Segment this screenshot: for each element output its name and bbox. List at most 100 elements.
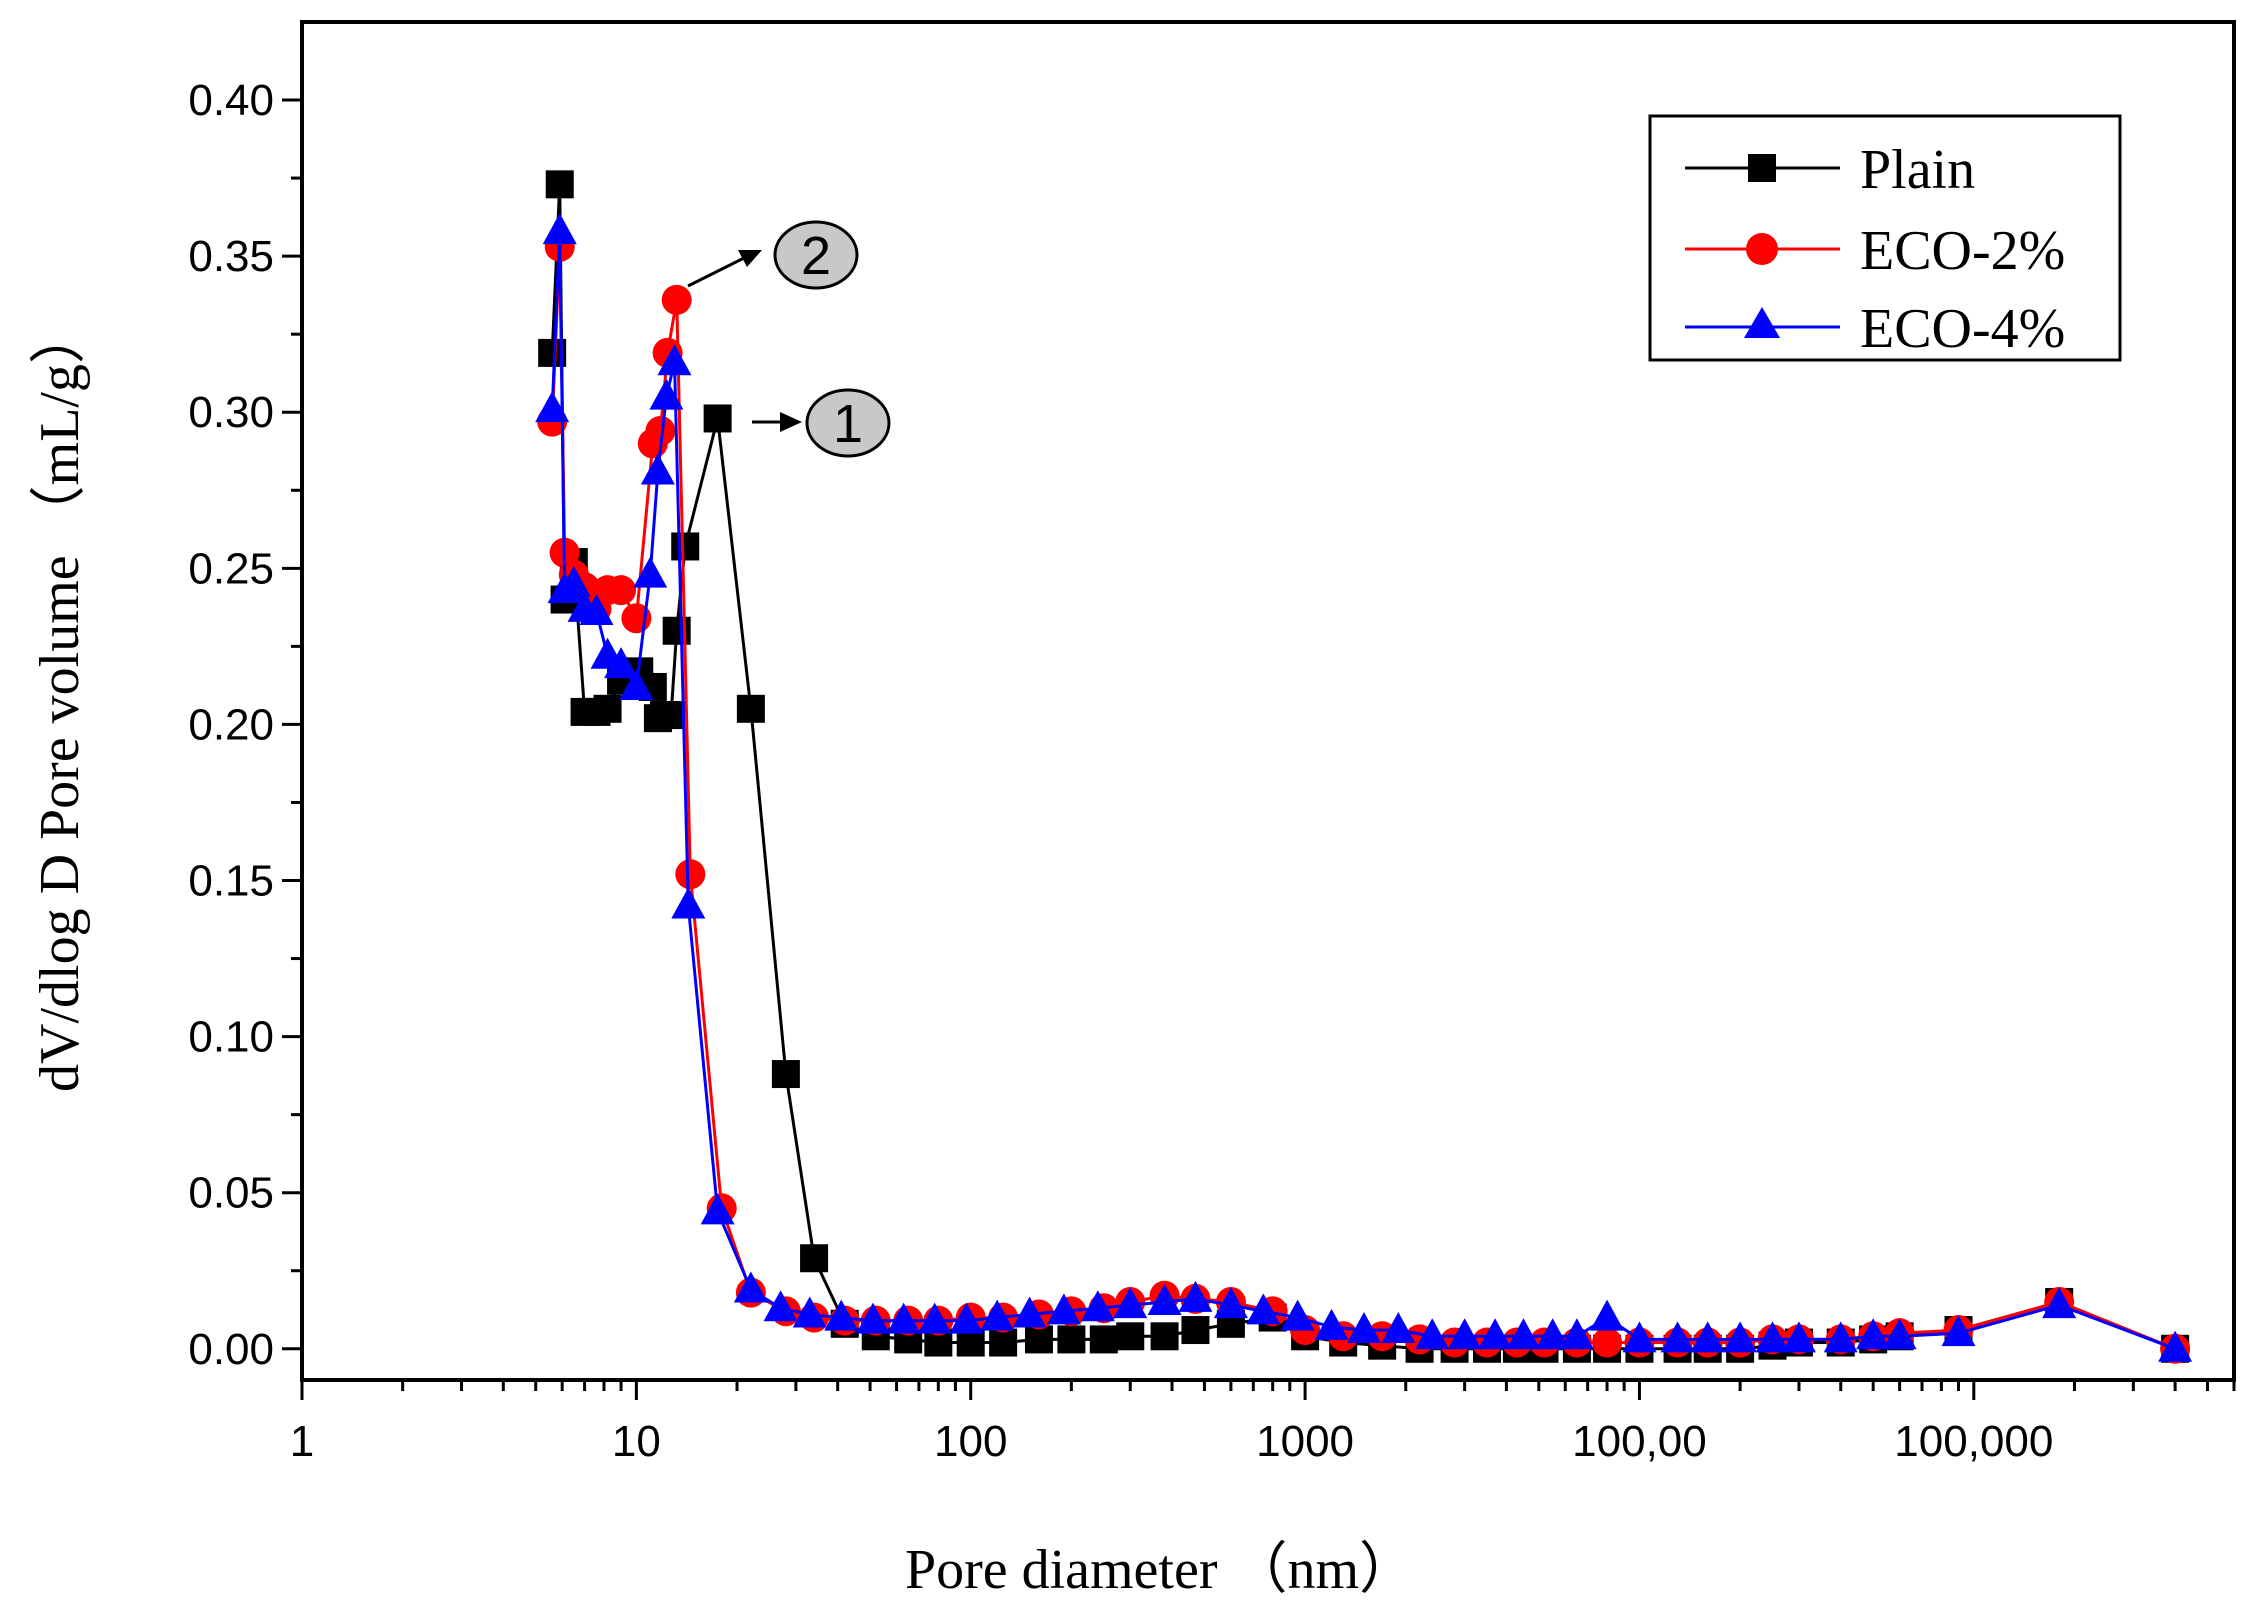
y-tick-label: 0.25 [188, 544, 274, 593]
data-point-eco4 [1415, 1318, 1450, 1350]
callout-1-arrowhead [780, 412, 802, 432]
callout-peak-2: 2 [687, 220, 859, 290]
data-point-eco4 [1346, 1312, 1381, 1344]
data-point-eco4 [1660, 1321, 1695, 1353]
callout-1-bubble [805, 388, 891, 458]
data-point-plain [703, 404, 732, 433]
data-point-plain [671, 532, 700, 561]
y-tick-label: 0.35 [188, 232, 274, 281]
x-tick-label: 100,000 [1894, 1417, 2053, 1466]
data-point-eco4 [2158, 1330, 2193, 1362]
data-point-plain [1057, 1325, 1086, 1354]
data-point-eco4 [917, 1302, 952, 1334]
data-point-eco2 [675, 859, 706, 890]
data-point-eco4 [1113, 1287, 1148, 1319]
series-eco2 [537, 231, 2191, 1364]
data-point-plain [1024, 1325, 1053, 1354]
data-point-eco2 [606, 575, 637, 606]
data-point-eco4 [1723, 1321, 1758, 1353]
x-tick-label: 1 [290, 1417, 314, 1466]
data-point-eco2 [661, 284, 692, 315]
x-tick-label: 100,00 [1572, 1417, 1707, 1466]
legend-marker-plain [1748, 154, 1776, 182]
series-layer [535, 170, 2193, 1364]
data-point-eco4 [1381, 1312, 1416, 1344]
y-tick-label: 0.15 [188, 857, 274, 906]
data-point-eco4 [700, 1193, 735, 1225]
data-point-eco4 [657, 344, 692, 376]
callout-peak-1: 1 [752, 388, 891, 458]
data-point-eco4 [556, 565, 591, 597]
legend-marker-eco4 [1744, 307, 1780, 338]
y-tick-label: 0.05 [188, 1169, 274, 1218]
data-point-plain [657, 701, 686, 730]
data-point-plain [1116, 1322, 1145, 1351]
data-point-eco4 [1535, 1318, 1570, 1350]
data-point-eco4 [1823, 1321, 1858, 1353]
data-point-eco4 [1213, 1287, 1248, 1319]
data-point-eco4 [604, 647, 639, 679]
data-point-plain [662, 616, 691, 645]
data-point-eco4 [980, 1299, 1015, 1331]
callout-1-label: 1 [833, 394, 863, 454]
ticks-layer: 0.00 0.05 0.10 0.15 0.20 0.25 0.30 0.35 0.40 1 10 1… [188, 76, 2236, 1466]
data-point-eco4 [1622, 1321, 1657, 1353]
data-point-eco4 [886, 1302, 921, 1334]
y-axis-title: dV/dlog D Pore volume （mL/g） [29, 308, 91, 1092]
data-point-eco4 [1590, 1299, 1625, 1331]
data-point-plain [736, 694, 765, 723]
series-line-eco2 [550, 245, 2176, 1351]
legend-box [1648, 114, 2122, 362]
data-point-eco4 [1506, 1318, 1541, 1350]
data-point-plain [1181, 1316, 1210, 1345]
data-point-plain [771, 1060, 800, 1089]
legend-label-plain: Plain [1860, 139, 1975, 201]
legend-label-eco4: ECO-4% [1860, 298, 2065, 360]
data-point-eco4 [535, 391, 570, 423]
data-point-eco4 [733, 1271, 768, 1303]
y-tick-label: 0.30 [188, 388, 274, 437]
data-point-eco4 [1280, 1299, 1315, 1331]
data-point-eco4 [949, 1302, 984, 1334]
data-point-eco4 [1447, 1318, 1482, 1350]
data-point-eco4 [1478, 1318, 1513, 1350]
data-point-eco4 [649, 378, 684, 410]
data-point-plain [1150, 1322, 1179, 1351]
data-point-eco4 [792, 1296, 827, 1328]
data-point-eco2 [645, 415, 676, 446]
legend-item-eco4: ECO-4% [1685, 298, 2065, 360]
data-point-eco4 [1046, 1293, 1081, 1325]
data-point-plain [989, 1328, 1018, 1357]
callout-2-arrow-line [687, 255, 747, 288]
y-tick-label: 0.00 [188, 1325, 274, 1374]
x-tick-label: 1000 [1256, 1417, 1354, 1466]
data-point-eco2 [1592, 1327, 1623, 1358]
legend-label-eco2: ECO-2% [1860, 220, 2065, 282]
data-point-eco4 [640, 453, 675, 485]
data-point-eco4 [1178, 1280, 1213, 1312]
series-line-eco4 [550, 229, 2176, 1351]
x-tick-label: 10 [612, 1417, 661, 1466]
legend-item-eco2: ECO-2% [1685, 220, 2065, 282]
y-tick-label: 0.20 [188, 700, 274, 749]
data-point-plain [800, 1244, 829, 1273]
data-point-plain [593, 694, 622, 723]
data-point-eco4 [542, 213, 577, 245]
data-point-eco4 [1559, 1318, 1594, 1350]
series-eco4 [535, 213, 2193, 1362]
data-point-eco4 [671, 887, 706, 919]
data-point-eco4 [1147, 1283, 1182, 1315]
data-point-eco4 [1941, 1315, 1976, 1347]
data-point-eco4 [619, 668, 654, 700]
y-tick-label: 0.10 [188, 1013, 274, 1062]
plot-frame [300, 20, 2236, 1382]
legend-item-plain: Plain [1685, 139, 1975, 201]
data-point-eco4 [1314, 1308, 1349, 1340]
data-point-plain [1089, 1325, 1118, 1354]
y-tick-label: 0.40 [188, 76, 274, 125]
data-point-eco4 [1882, 1318, 1917, 1350]
x-tick-label: 100 [934, 1417, 1007, 1466]
x-axis-title: Pore diameter （nm） [905, 1539, 1415, 1601]
data-point-eco4 [1080, 1290, 1115, 1322]
